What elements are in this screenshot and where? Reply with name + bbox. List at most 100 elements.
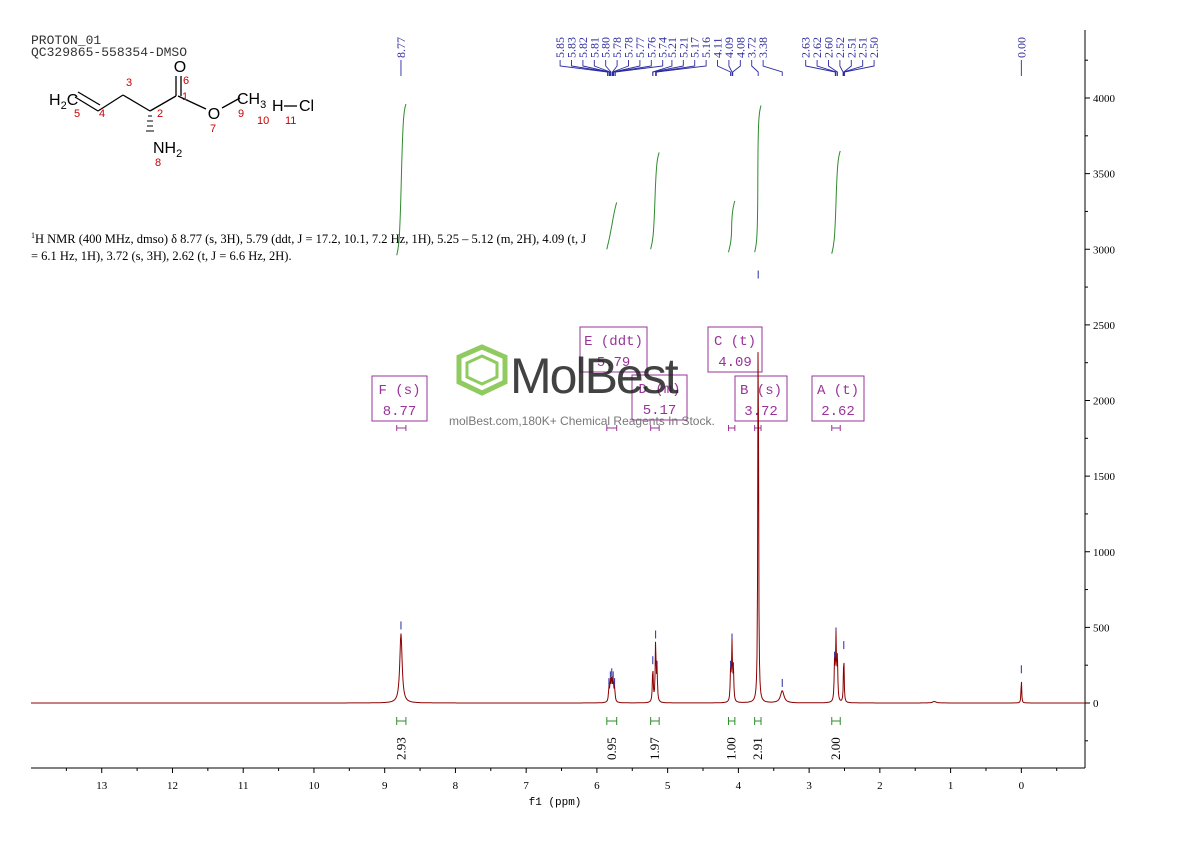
multiplet-box	[734, 375, 788, 422]
atom-number: 5	[74, 108, 80, 120]
peak-label-leader	[612, 60, 629, 76]
peak-label-leader	[605, 60, 612, 76]
atom-number: 4	[99, 108, 105, 120]
peak-shift-label: 5.81	[587, 37, 601, 58]
peak-label-leader	[843, 60, 864, 76]
y-tick-label: 2500	[1093, 320, 1116, 332]
peak-shift-label: 4.11	[711, 37, 725, 58]
peak-label-leader	[613, 60, 652, 76]
atom-number: 3	[126, 77, 132, 89]
stereo-hash-bond	[146, 115, 154, 132]
multiplet-shift: 3.72	[744, 404, 778, 420]
sample-id: QC329865-558354-DMSO	[31, 45, 188, 60]
x-axis-label: f1 (ppm)	[529, 797, 582, 809]
peak-shift-label: 4.09	[722, 37, 736, 58]
peak-label-leader	[614, 60, 664, 76]
peak-shift-label: 5.21	[665, 37, 679, 58]
peak-label-leader	[652, 60, 684, 76]
atom-number: 2	[157, 108, 163, 120]
integrals: 2.93 0.95 1.97 1.00 2.91 2.00	[393, 103, 843, 760]
multiplet-shift: 8.77	[383, 404, 417, 420]
multiplet-shift: 5.17	[643, 403, 677, 419]
peak-shift-label: 0.00	[1014, 37, 1028, 58]
peak-shift-label: 5.77	[633, 37, 647, 58]
peak-shift-label: 5.74	[656, 37, 670, 58]
x-tick-label: 2	[877, 780, 883, 792]
integral-value: 1.97	[647, 737, 662, 760]
peak-shift-label: 3.38	[756, 37, 770, 58]
bond-5-4-double	[77, 91, 101, 106]
watermark-tagline: molBest.com,180K+ Chemical Reagents In S…	[449, 414, 715, 428]
peak-shift-label: 2.63	[799, 37, 813, 58]
peak-shift-label: 5.82	[576, 37, 590, 58]
hexagon-logo-icon	[456, 344, 508, 396]
peak-label-leader	[732, 60, 741, 76]
atom-numbers: 5 4 3 2 1 6 7 9 10 11 8	[74, 75, 296, 169]
peak-shift-label: 2.62	[810, 37, 824, 58]
peak-shift-label: 5.16	[699, 37, 713, 58]
hcl-hydrogen: H	[272, 98, 284, 115]
x-tick-label: 10	[308, 780, 320, 792]
x-tick-label: 7	[523, 780, 529, 792]
multiplet-boxes: F (s) 8.77 E (ddt) 5.79 D (m) 5.17 C (t) 4.09 B …	[371, 326, 865, 431]
peak-shift-label: 2.60	[821, 37, 835, 58]
h2c-subscript: 2	[61, 100, 67, 112]
integral-curve	[650, 152, 660, 250]
multiplet-name: D (m)	[638, 382, 680, 398]
x-tick-label: 12	[167, 780, 178, 792]
atom-number: 8	[155, 157, 161, 169]
bond-4-3	[97, 94, 124, 112]
peak-label-leader	[655, 60, 696, 76]
peak-shift-label: 5.17	[688, 37, 702, 58]
integral-value: 0.95	[604, 737, 619, 760]
integral-curve	[754, 105, 762, 253]
nh2-label: NH	[153, 140, 176, 157]
multiplet-box	[811, 375, 865, 422]
x-tick-label: 0	[1019, 780, 1025, 792]
nmr-description-body: H NMR (400 MHz, dmso) δ 8.77 (s, 3H), 5.…	[31, 232, 587, 264]
peak-shift-label: 8.77	[394, 37, 408, 58]
bond-7-9	[221, 97, 241, 109]
peak-shift-label: 5.85	[553, 37, 567, 58]
x-tick-label: 11	[238, 780, 249, 792]
integral-curve	[831, 150, 841, 254]
integral-value: 2.93	[393, 737, 408, 760]
multiplet-shift: 4.09	[718, 355, 752, 371]
x-tick-label: 1	[948, 780, 954, 792]
multiplet-box	[631, 374, 688, 421]
peak-shift-label: 5.80	[599, 37, 613, 58]
integral-curve	[396, 103, 407, 256]
peak-shift-label: 5.78	[622, 37, 636, 58]
y-tick-label: 4000	[1093, 93, 1116, 105]
integral-value: 1.00	[724, 737, 739, 760]
x-tick-label: 6	[594, 780, 600, 792]
y-tick-label: 500	[1093, 622, 1110, 634]
peak-shift-label: 5.83	[565, 37, 579, 58]
multiplet-shift: 2.62	[821, 404, 855, 420]
atom-number: 1	[182, 91, 188, 103]
peak-label-leader	[571, 60, 610, 76]
bond-2-1	[149, 95, 177, 112]
x-tick-label: 9	[382, 780, 388, 792]
y-tick-label: 3000	[1093, 244, 1116, 256]
peak-label-leader	[559, 60, 608, 76]
peak-label-leader	[751, 60, 759, 76]
peak-shift-label: 3.72	[745, 37, 759, 58]
svg-text:CH3: CH3	[237, 91, 266, 111]
peak-label-leader	[717, 60, 732, 76]
atom-number: 9	[238, 108, 244, 120]
multiplet-name: F (s)	[378, 383, 420, 399]
bond-5-4	[74, 96, 99, 112]
peak-label-leader	[728, 60, 733, 76]
x-tick-label: 5	[665, 780, 671, 792]
peak-shift-label: 5.78	[610, 37, 624, 58]
x-tick-label: 8	[453, 780, 459, 792]
peak-shift-label: 2.51	[856, 37, 870, 58]
y-tick-label: 3500	[1093, 169, 1116, 181]
atom-number: 7	[210, 123, 216, 135]
atom-number: 6	[183, 75, 189, 87]
peak-label-leader	[816, 60, 837, 76]
x-tick-label: 3	[806, 780, 812, 792]
peak-label-leader	[844, 60, 875, 76]
